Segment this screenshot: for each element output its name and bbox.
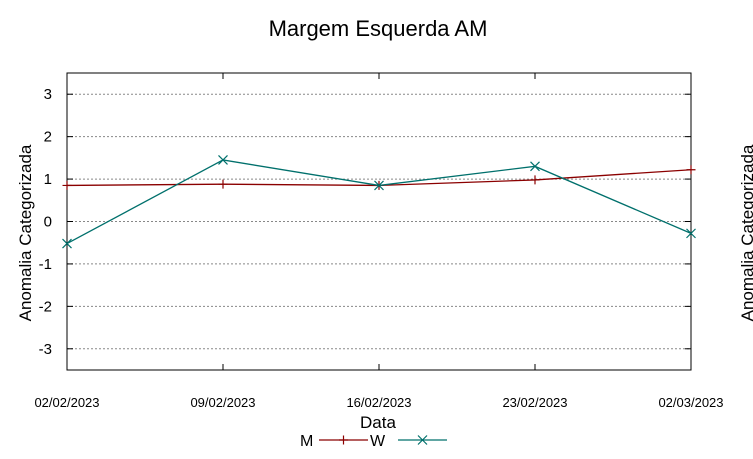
secondary-y-axis-label: Anomalia Categorizada: [738, 144, 753, 321]
series-w-point: [530, 161, 540, 172]
y-tick-label: 0: [44, 214, 52, 231]
y-tick-label: -3: [39, 341, 52, 358]
y-tick-label: -2: [39, 298, 52, 315]
series-m-point: [686, 165, 696, 175]
x-tick-label: 09/02/2023: [190, 395, 255, 410]
x-tick-label: 02/03/2023: [658, 395, 723, 410]
series-m-point: [218, 179, 228, 189]
legend-marker-m: [339, 435, 348, 445]
series-w-line: [66, 159, 692, 245]
series-w-point: [218, 155, 228, 165]
x-axis-ticks: 02/02/2023 09/02/2023 16/02/2023 23/02/2023…: [34, 73, 724, 410]
x-axis-label: Data: [360, 413, 396, 432]
x-tick-label: 02/02/2023: [34, 395, 99, 410]
legend-label-m: M: [300, 433, 313, 450]
y-tick-label: -1: [39, 256, 52, 273]
y-axis-ticks: -3 -2 -1 0 1 2 3: [39, 86, 691, 358]
series-lines: [62, 155, 696, 249]
series-m-point: [530, 175, 540, 185]
y-tick-label: 2: [44, 129, 52, 146]
legend-marker-w: [417, 435, 428, 445]
y-tick-label: 3: [44, 86, 52, 103]
grid-lines: [67, 93, 691, 350]
y-tick-label: 1: [44, 171, 52, 188]
y-axis-label: Anomalia Categorizada: [16, 144, 35, 321]
x-tick-label: 23/02/2023: [502, 395, 567, 410]
series-m-point: [62, 180, 72, 190]
series-w-point: [62, 238, 72, 249]
legend-label-w: W: [370, 433, 386, 450]
x-tick-label: 16/02/2023: [346, 395, 411, 410]
series-w-point: [374, 180, 384, 191]
chart-title: Margem Esquerda AM: [269, 16, 488, 41]
series-w-point: [686, 228, 696, 239]
